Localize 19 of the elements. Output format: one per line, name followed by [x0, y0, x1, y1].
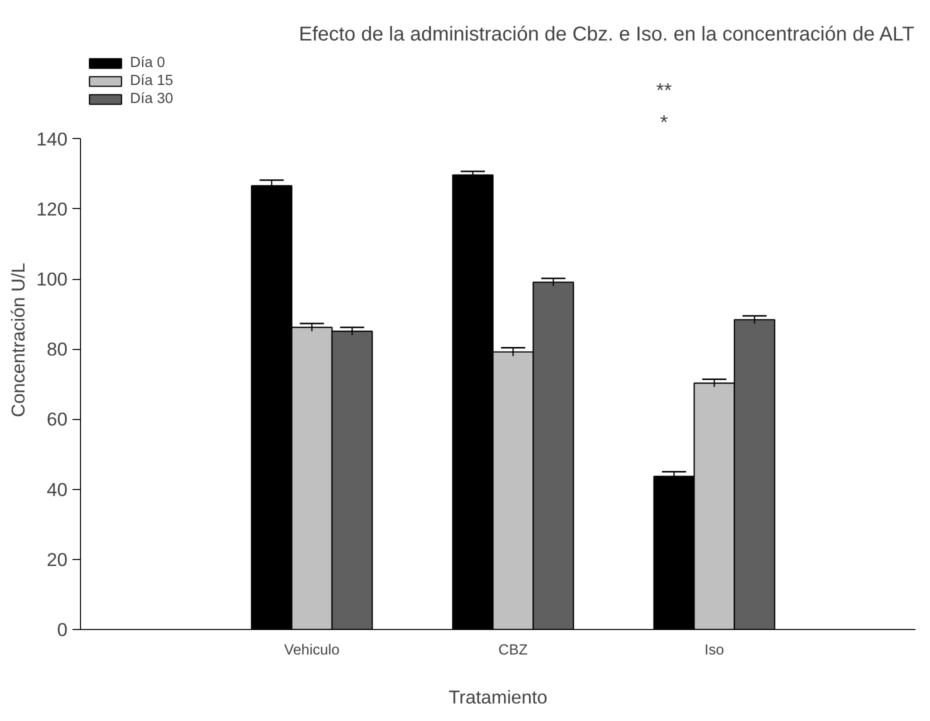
legend-label: Día 0: [130, 55, 166, 71]
text: **: [656, 80, 672, 102]
x-tick-label: CBZ: [498, 642, 528, 658]
y-tick-label: 140: [36, 128, 68, 150]
y-tick-label: 120: [36, 198, 68, 220]
x-axis-title: Tratamiento: [448, 686, 548, 708]
x-tick-label: Vehiculo: [284, 642, 340, 658]
y-tick-label: 80: [46, 338, 68, 360]
y-axis-title: Concentración U/L: [7, 262, 28, 418]
legend-label: Día 15: [130, 73, 174, 89]
text: *: [660, 112, 668, 134]
legend-label: Día 30: [130, 91, 174, 107]
y-tick-label: 40: [46, 478, 68, 500]
x-tick-label: Iso: [704, 642, 724, 658]
y-tick-label: 20: [46, 548, 68, 570]
chart-title: Efecto de la administración de Cbz. e Iso. en la concentración de ALT: [298, 24, 914, 46]
y-tick-label: 60: [46, 408, 68, 430]
y-tick-label: 100: [36, 268, 68, 290]
y-tick-label: 0: [57, 619, 68, 640]
